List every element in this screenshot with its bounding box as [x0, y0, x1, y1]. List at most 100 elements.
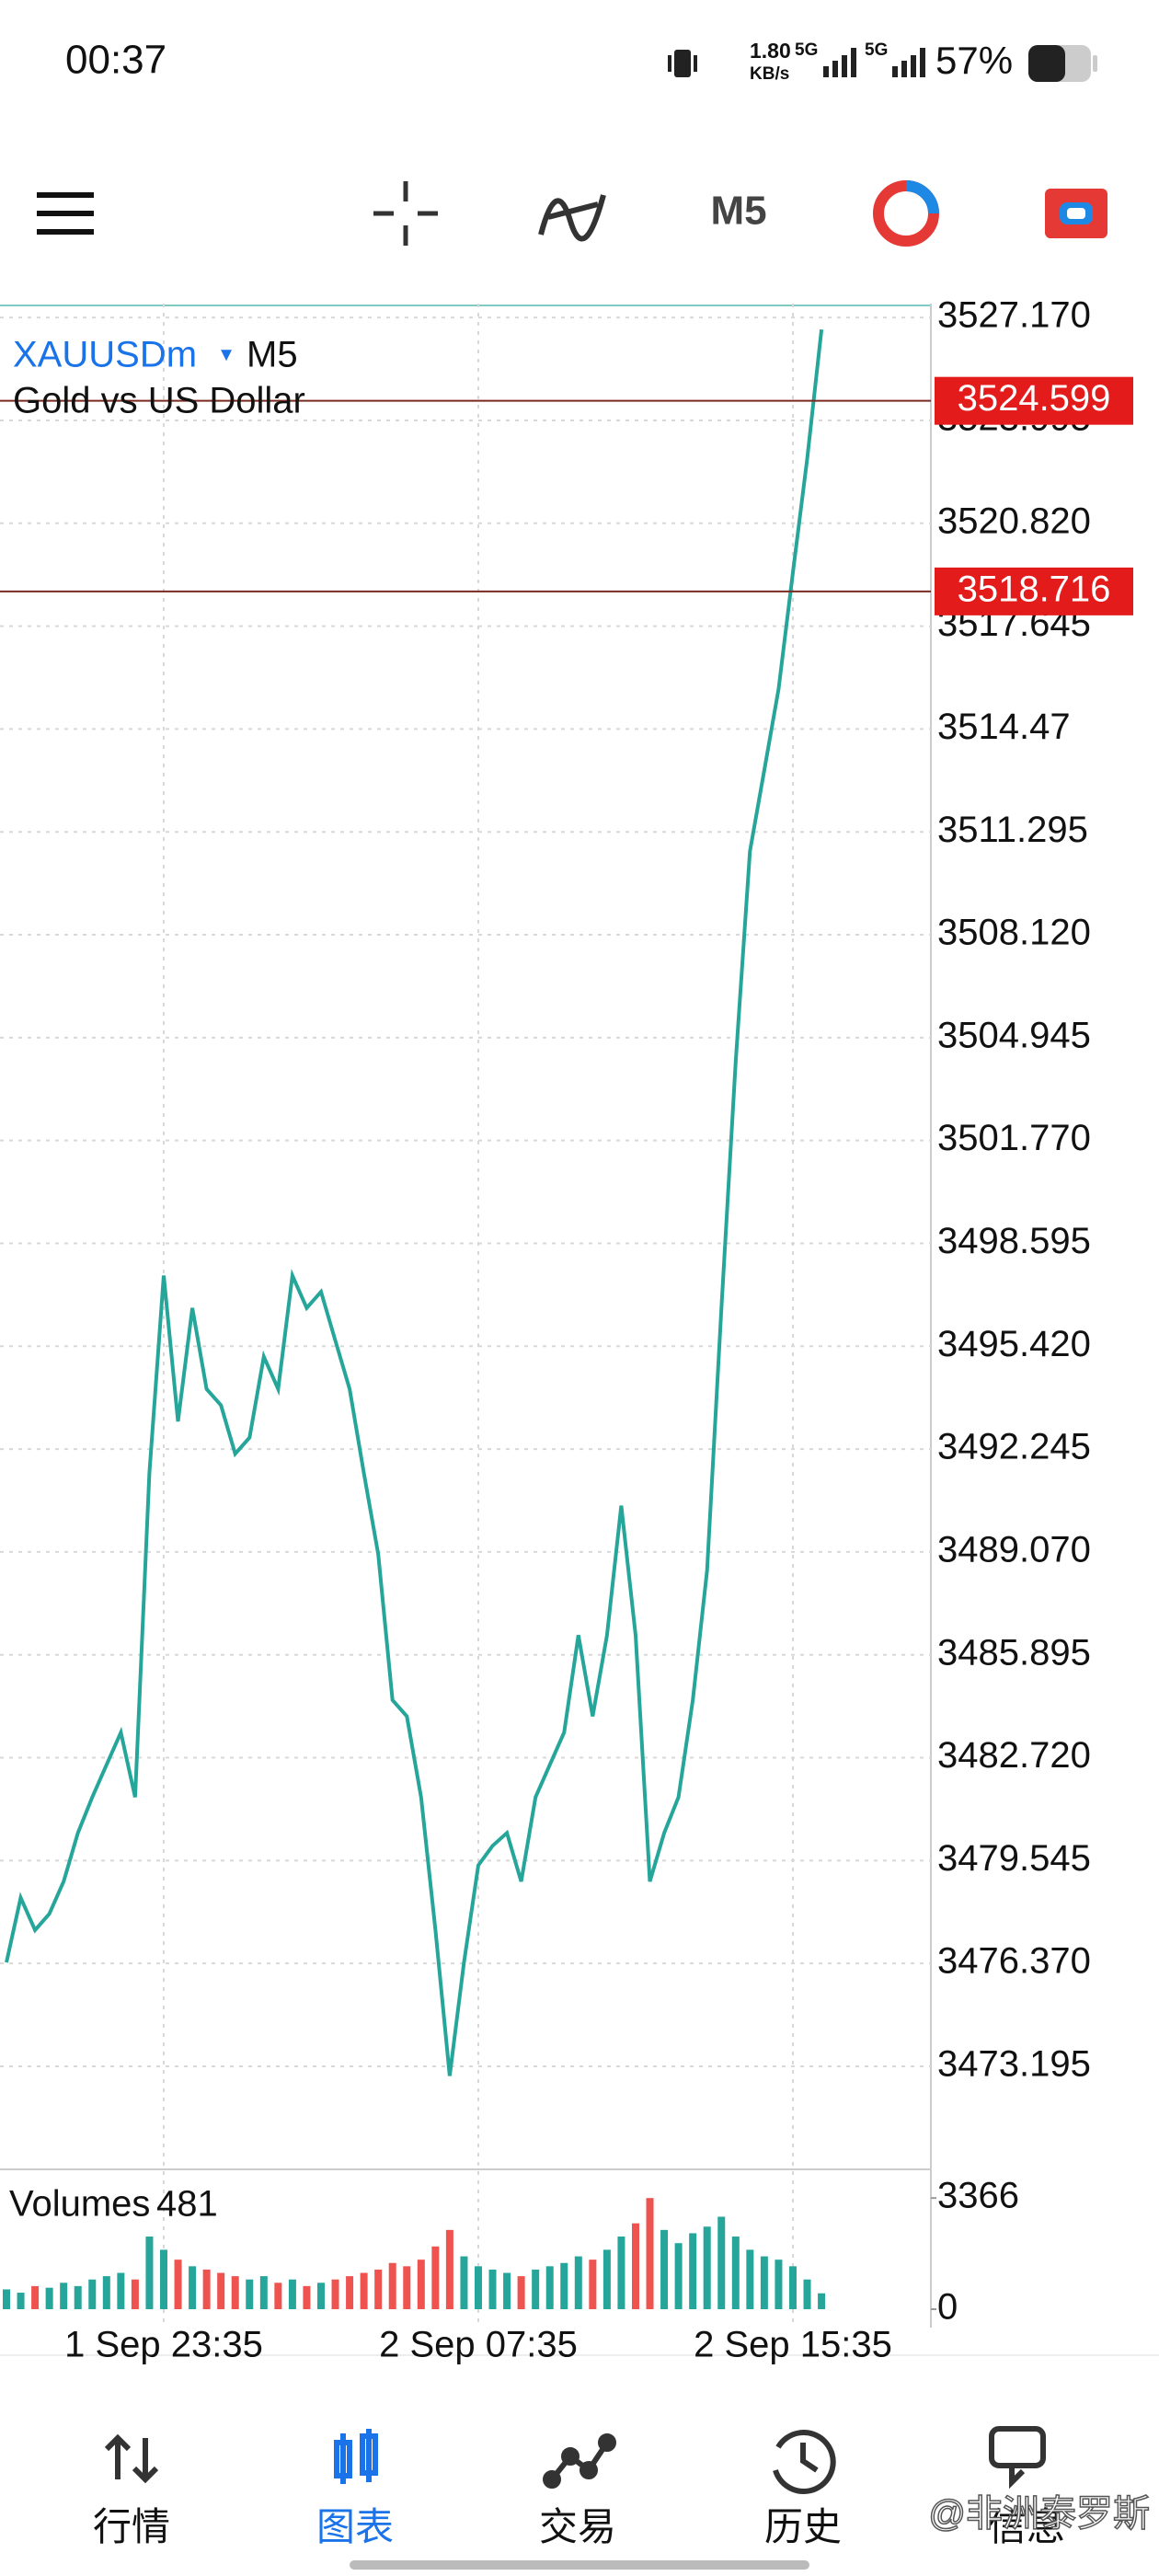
volume-bar — [246, 2279, 254, 2309]
y-tick-label: 3479.545 — [937, 1838, 1091, 1879]
symbol: XAUUSDm — [13, 335, 197, 375]
messages-icon[interactable] — [989, 2426, 1046, 2490]
y-tick-label: 3527.170 — [937, 295, 1091, 336]
timeframe-button[interactable]: M5 — [710, 189, 766, 234]
volume-bar — [17, 2293, 25, 2309]
nav-quotes[interactable]: 行情 — [93, 2505, 170, 2548]
price-level-tag — [935, 567, 1133, 615]
volume-bar — [545, 2266, 554, 2309]
volume-bar — [818, 2293, 826, 2309]
network-type: 5G — [795, 40, 818, 60]
volume-bar — [31, 2285, 40, 2309]
y-tick-label: 3473.195 — [937, 2044, 1091, 2085]
volume-bar — [474, 2266, 482, 2309]
net-speed: 1.80 — [750, 39, 791, 63]
network-type: 5G — [865, 40, 888, 60]
net-unit: KB/s — [750, 64, 789, 84]
y-tick-label: 3508.120 — [937, 913, 1091, 953]
home-indicator — [350, 2560, 809, 2570]
volume-bar — [517, 2276, 525, 2309]
volume-bar — [374, 2269, 383, 2309]
trade-button[interactable] — [873, 180, 939, 247]
nav-history[interactable]: 历史 — [764, 2505, 842, 2548]
volume-bar — [589, 2260, 597, 2309]
watermark: @非洲泰罗斯 — [928, 2494, 1150, 2535]
volume-bar — [403, 2266, 411, 2309]
battery-level: 57% — [935, 39, 1013, 82]
nav-messages[interactable]: 信息 — [988, 2505, 1065, 2548]
y-tick-label: 3501.770 — [937, 1118, 1091, 1158]
volume-bar — [303, 2285, 311, 2309]
volume-bar — [717, 2216, 726, 2309]
status-time: 00:37 — [65, 38, 166, 83]
volume-bar — [102, 2276, 110, 2309]
volume-bar — [532, 2269, 540, 2309]
crosshair-button[interactable] — [373, 181, 438, 246]
y-tick-label: 3485.895 — [937, 1632, 1091, 1673]
symbol-description: Gold vs US Dollar — [13, 381, 305, 421]
y-tick-label: 3482.720 — [937, 1735, 1091, 1776]
nav-chart[interactable]: 图表 — [316, 2505, 394, 2548]
volume-bar — [560, 2262, 568, 2309]
volume-bar — [88, 2279, 97, 2309]
y-tick-label: 3489.070 — [937, 1529, 1091, 1570]
quotes-icon[interactable] — [104, 2433, 159, 2484]
indicators-button[interactable] — [538, 194, 606, 242]
x-tick-label: 2 Sep 15:35 — [694, 2325, 892, 2365]
volume-bar — [646, 2198, 654, 2309]
x-tick-label: 1 Sep 23:35 — [64, 2325, 263, 2365]
volume-bar — [431, 2246, 440, 2309]
nav-trade[interactable]: 交易 — [539, 2505, 616, 2548]
volume-bar — [703, 2226, 711, 2309]
volume-bar — [488, 2269, 497, 2309]
chart-icon[interactable] — [334, 2429, 378, 2484]
x-tick-label: 2 Sep 07:35 — [379, 2325, 578, 2365]
y-tick-label: 3504.945 — [937, 1015, 1091, 1055]
volume-bar — [159, 2249, 167, 2309]
volume-bar — [360, 2272, 368, 2309]
volume-value: 481 — [156, 2184, 218, 2225]
history-icon[interactable] — [773, 2430, 836, 2494]
volume-bar — [231, 2276, 239, 2309]
symbol-dropdown[interactable]: ▾ — [221, 341, 232, 366]
y-tick-label: 3520.820 — [937, 500, 1091, 541]
vibrate-icon — [668, 50, 697, 77]
volume-bar — [788, 2266, 797, 2309]
volume-bar — [217, 2272, 225, 2309]
volume-bar — [689, 2233, 697, 2309]
volume-bar — [189, 2266, 197, 2309]
volume-bar — [174, 2260, 182, 2309]
volume-bar — [131, 2279, 139, 2309]
volume-tick-label: 0 — [937, 2287, 958, 2328]
volume-bar — [202, 2269, 211, 2309]
volume-bar — [460, 2256, 468, 2309]
volume-bar — [660, 2229, 669, 2309]
price-level-tag — [935, 376, 1133, 425]
volume-bar — [731, 2237, 740, 2309]
volume-bar — [803, 2279, 811, 2309]
battery-icon — [1028, 45, 1097, 82]
plot-area — [0, 304, 936, 2328]
volume-bar — [3, 2289, 10, 2309]
volume-bar — [617, 2237, 625, 2309]
volume-bar — [145, 2237, 154, 2309]
volume-bar — [388, 2262, 396, 2309]
y-tick-label: 3495.420 — [937, 1324, 1091, 1364]
volume-label: Volumes — [9, 2184, 150, 2225]
chart-timeframe: M5 — [247, 335, 298, 375]
y-tick-label: 3511.295 — [937, 810, 1088, 850]
volume-tick-label: 3366 — [937, 2176, 1019, 2216]
volume-bar — [316, 2283, 325, 2309]
volume-bar — [274, 2283, 282, 2309]
account-button[interactable] — [1045, 189, 1107, 238]
trade-icon[interactable] — [543, 2433, 616, 2489]
volume-bar — [631, 2223, 639, 2309]
volume-bar — [346, 2276, 354, 2309]
volume-bar — [331, 2279, 339, 2309]
volume-bar — [760, 2256, 768, 2309]
volume-bar — [674, 2243, 683, 2309]
menu-button[interactable] — [37, 192, 94, 235]
y-tick-label: 3514.47 — [937, 707, 1071, 747]
y-tick-label: 3498.595 — [937, 1221, 1091, 1261]
